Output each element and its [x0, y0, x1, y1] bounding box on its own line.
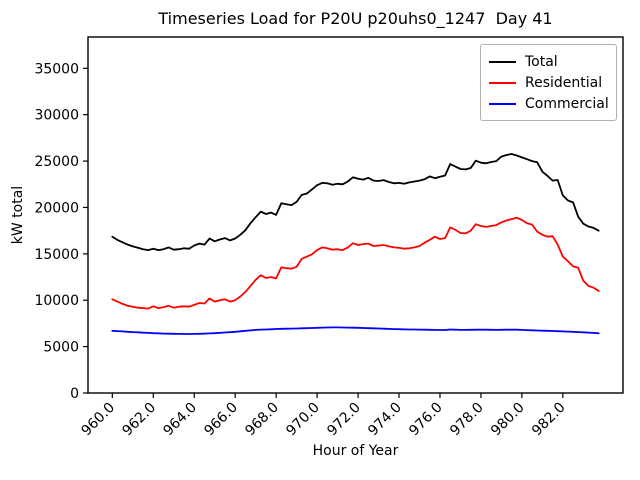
- series-line-commercial: [111, 326, 600, 335]
- y-tick-label: 35000: [34, 61, 79, 77]
- y-tick-label: 20000: [34, 200, 79, 216]
- series-line-residential: [111, 216, 600, 310]
- x-tick-label: 968.0: [242, 400, 282, 440]
- y-tick-label: 5000: [43, 340, 79, 356]
- x-tick-label: 980.0: [488, 400, 528, 440]
- y-tick-label: 10000: [34, 293, 79, 309]
- legend-label: Residential: [525, 74, 603, 91]
- x-tick-label: 982.0: [529, 400, 569, 440]
- legend-line-sample: [489, 60, 516, 63]
- legend-label: Commercial: [525, 95, 609, 112]
- legend-entry-residential: Residential: [489, 72, 608, 93]
- y-tick-label: 15000: [34, 247, 79, 263]
- x-axis-label: Hour of Year: [312, 443, 399, 459]
- x-tick-label: 974.0: [365, 400, 405, 440]
- y-tick-label: 30000: [34, 108, 79, 124]
- x-tick-label: 978.0: [447, 400, 487, 440]
- axes-border: [87, 36, 624, 394]
- legend-line-sample: [489, 81, 516, 84]
- series-line-total: [111, 153, 600, 252]
- legend-label: Total: [525, 53, 558, 70]
- y-tick-label: 0: [70, 386, 79, 402]
- x-tick-label: 966.0: [201, 400, 241, 440]
- legend-line-sample: [489, 102, 516, 105]
- legend-entry-total: Total: [489, 51, 608, 72]
- legend-entry-commercial: Commercial: [489, 93, 609, 114]
- x-tick-label: 972.0: [324, 400, 364, 440]
- chart-title: Timeseries Load for P20U p20uhs0_1247 Da…: [158, 9, 553, 28]
- x-tick-label: 964.0: [160, 400, 200, 440]
- x-tick-label: 976.0: [406, 400, 446, 440]
- x-tick-label: 970.0: [283, 400, 323, 440]
- legend: Total Residential Commercial: [480, 44, 617, 121]
- y-tick-label: 25000: [34, 154, 79, 170]
- x-tick-label: 960.0: [78, 400, 118, 440]
- x-tick-label: 962.0: [119, 400, 159, 440]
